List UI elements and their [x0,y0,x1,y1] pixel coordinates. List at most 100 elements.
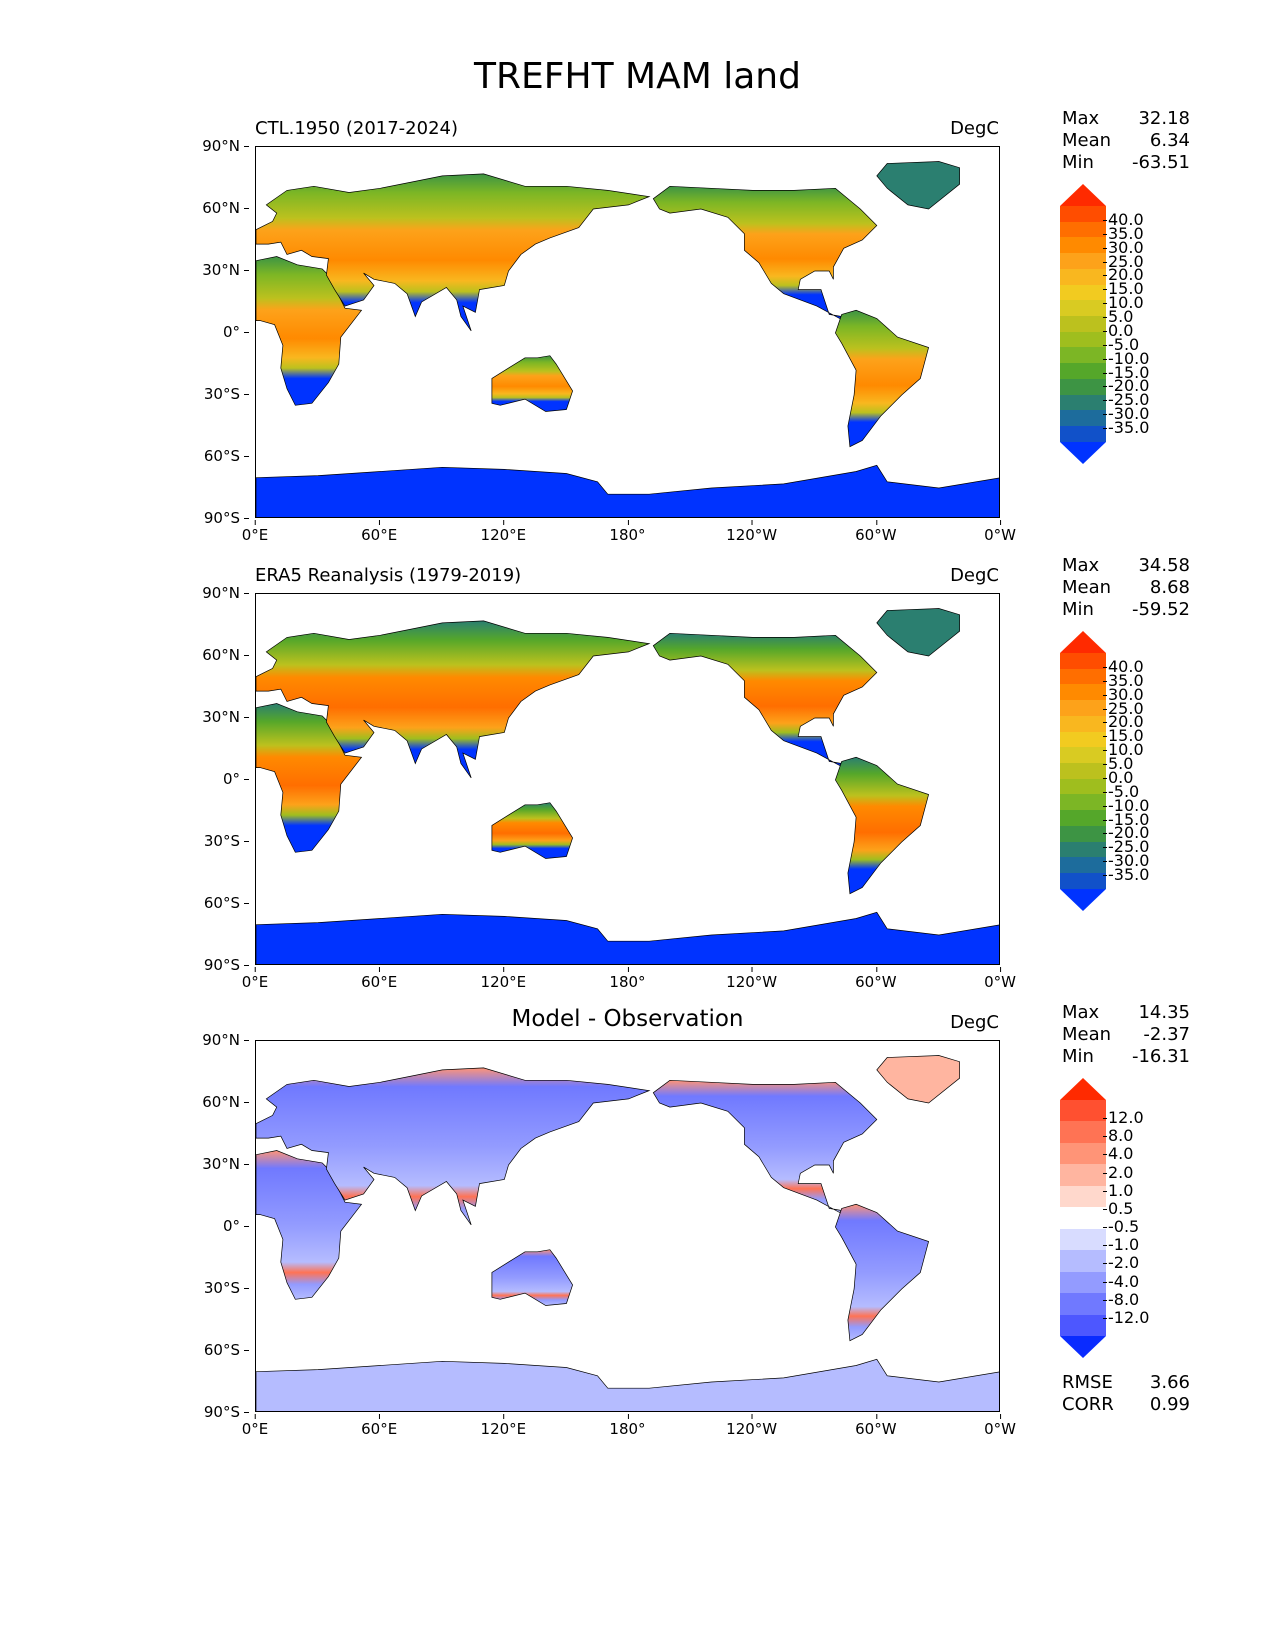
colorbar-cell [1060,378,1106,395]
x-tick-label: 120°E [481,967,526,991]
metrics-box: RMSE 3.66 CORR 0.99 [1062,1372,1190,1416]
y-tick-label: 30°N [202,261,249,279]
colorbar-tick-label: -15.0 [1102,809,1150,829]
colorbar-tick-label: -30.0 [1102,851,1150,871]
y-tick-label: 60°S [203,894,250,912]
colorbar-cell [1060,253,1106,269]
stat-min-label: Min [1062,599,1094,620]
y-tick-label: 90°N [202,584,249,602]
colorbar-tick-label: -20.0 [1102,823,1150,843]
x-tick-label: 60°W [855,1414,897,1438]
y-tick-label: 90°S [203,1403,250,1421]
landmass-greenland [876,161,960,210]
landmass-greenland [876,1055,960,1104]
colorbar-cell [1060,331,1106,348]
panel-units: DegC [950,1012,999,1033]
stat-min-label: Min [1062,152,1094,173]
x-tick-label: 60°W [855,520,897,544]
y-tick-label: 60°N [202,1093,249,1111]
y-tick-label: 30°S [203,1279,250,1297]
colorbar-tick-label: -5.0 [1102,334,1140,354]
x-tick-label: 180° [609,967,646,991]
panel-title: CTL.1950 (2017-2024) [255,118,459,139]
y-tick-label: 0° [222,770,250,788]
colorbar-cell [1060,653,1106,669]
colorbar-tick-label: -2.0 [1102,1253,1140,1273]
stat-min-label: Min [1062,1046,1094,1067]
landmass-antarctica [256,911,999,964]
colorbar-tick-label: -1.0 [1102,1235,1140,1255]
stat-max-label: Max [1062,108,1100,129]
colorbar-tick-label: -4.0 [1102,1271,1140,1291]
stat-max-label: Max [1062,555,1100,576]
colorbar-tick-label: 35.0 [1103,223,1144,243]
colorbar-cell [1060,668,1106,685]
colorbar [1060,184,1106,464]
landmass-eurasia [256,173,651,332]
y-tick-label: 60°S [203,1341,250,1359]
stat-mean-label: Mean [1062,577,1112,598]
rmse-label: RMSE [1062,1372,1113,1393]
panel-diff: Model - Observation DegC Max 14.35 Mean -2… [0,1002,1275,1438]
stat-min: -59.52 [1131,599,1190,620]
y-tick-label: 90°N [202,137,249,155]
stats-box: Max 34.58 Mean 8.68 Min -59.52 [1062,555,1190,621]
panel-ctl: CTL.1950 (2017-2024) DegC Max 32.18 Mean 6… [0,108,1275,544]
landmass-australia [491,355,573,412]
colorbar-cell [1060,1250,1106,1272]
colorbar-tick-label: -10.0 [1102,795,1150,815]
colorbar-cell [1060,1121,1106,1143]
map-ctl [255,146,1000,518]
landmass-africa [256,1150,363,1300]
colorbar-cell [1060,763,1106,779]
colorbar-cell [1060,873,1106,889]
colorbar-tick-label: -12.0 [1102,1307,1150,1327]
colorbar-tick-label: -20.0 [1102,376,1150,396]
x-tick-label: 180° [609,520,646,544]
colorbar-tick-label: 30.0 [1103,237,1144,257]
colorbar-cell [1060,1314,1106,1336]
panel-title: Model - Observation [511,1006,744,1032]
x-tick-label: 0°W [984,967,1016,991]
x-tick-label: 120°E [481,1414,526,1438]
colorbar-cell [1060,410,1106,427]
x-tick-label: 120°W [726,1414,777,1438]
colorbar-tick-label: -8.0 [1102,1289,1140,1309]
colorbar-tick-label: -15.0 [1102,362,1150,382]
colorbar [1060,1078,1106,1358]
x-tick-label: 0°E [242,520,268,544]
colorbar-tick-label: -35.0 [1102,418,1150,438]
colorbar-cell [1060,747,1106,764]
corr-value: 0.99 [1149,1394,1190,1415]
colorbar-tick-label: 10.0 [1103,740,1144,760]
y-tick-label: 0° [222,323,250,341]
landmass-australia [491,1249,573,1306]
colorbar-cell [1060,284,1106,301]
colorbar-tick-label: 15.0 [1103,279,1144,299]
stat-mean-label: Mean [1062,130,1112,151]
landmass-antarctica [256,1358,999,1411]
colorbar-tick-label: 20.0 [1103,265,1144,285]
colorbar-tick-label: 20.0 [1103,712,1144,732]
colorbar-tick-label: 35.0 [1103,670,1144,690]
landmass-sAmerica [835,756,930,895]
landmass-nAmerica [652,632,878,766]
colorbar-cell [1060,426,1106,442]
colorbar-tick-label: 8.0 [1102,1126,1134,1146]
colorbar-tick-label: -5.0 [1102,781,1140,801]
x-tick-label: 60°E [361,967,397,991]
colorbar-cell [1060,347,1106,364]
colorbar-cell [1060,825,1106,842]
colorbar-tick-label: 0.0 [1102,320,1134,340]
y-tick-label: 30°N [202,1155,249,1173]
stat-max: 14.35 [1138,1002,1190,1023]
stat-mean: 6.34 [1149,130,1190,151]
colorbar-tick-label: 25.0 [1103,698,1144,718]
landmass-greenland [876,608,960,657]
y-tick-label: 90°S [203,956,250,974]
colorbar-cell [1060,1100,1106,1122]
colorbar-tick-label: -35.0 [1102,865,1150,885]
colorbar-cell [1060,206,1106,222]
y-tick-label: 30°N [202,708,249,726]
x-tick-label: 0°W [984,520,1016,544]
